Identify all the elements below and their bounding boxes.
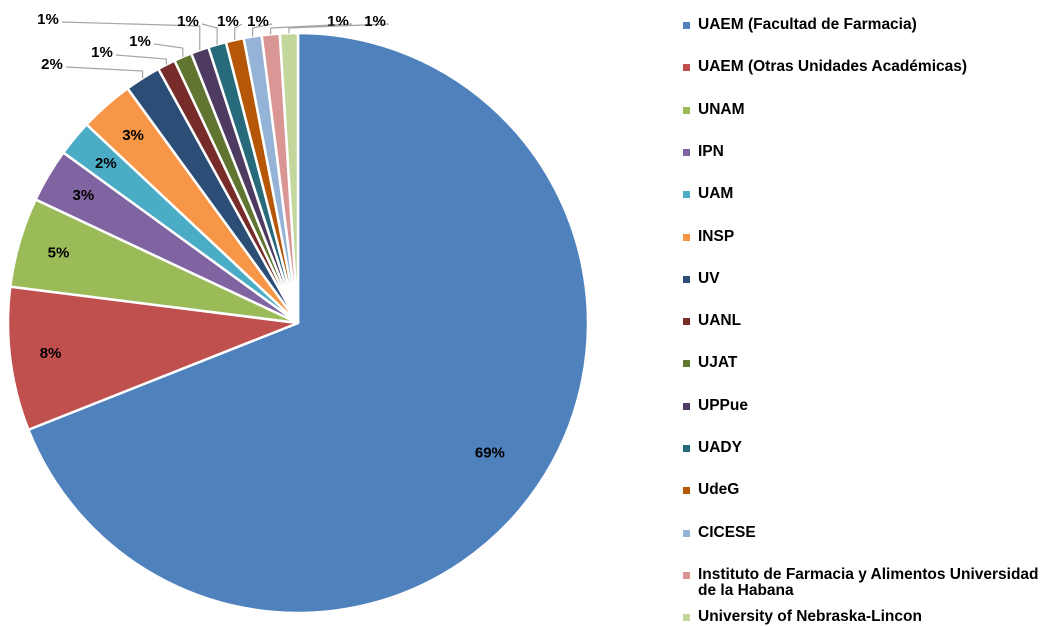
- leader-line: [270, 23, 353, 35]
- legend-swatch: [683, 487, 690, 495]
- legend-swatch: [683, 233, 690, 241]
- data-label: 2%: [95, 155, 117, 172]
- legend-label: UADY: [698, 439, 742, 456]
- data-label: 1%: [364, 13, 386, 30]
- legend-label: Instituto de Farmacia y Alimentos Univer…: [698, 565, 1039, 599]
- leader-line: [65, 66, 144, 79]
- legend-swatch: [683, 64, 690, 72]
- legend-swatch: [683, 318, 690, 326]
- legend-label: INSP: [698, 227, 735, 245]
- data-label: 8%: [40, 345, 62, 362]
- leader-line: [201, 23, 218, 45]
- legend-label: UAEM (Otras Unidades Académicas): [698, 58, 968, 76]
- legend-label: UV: [698, 269, 720, 287]
- leader-line: [115, 54, 167, 65]
- data-label: 2%: [41, 56, 63, 73]
- legend-label: UAM: [698, 185, 734, 203]
- legend-label: University of Nebraska-Lincon: [698, 608, 922, 626]
- data-label: 1%: [327, 13, 349, 30]
- pie-slice: [6, 285, 299, 432]
- legend-swatch: [683, 529, 690, 537]
- data-label: 1%: [91, 44, 113, 61]
- data-label: 3%: [122, 127, 144, 144]
- legend-label: UPPue: [698, 396, 748, 414]
- leader-line: [61, 21, 201, 51]
- data-label: 5%: [48, 244, 70, 261]
- legend-label: CICESE: [698, 523, 756, 541]
- leader-line: [234, 23, 243, 40]
- legend-swatch: [683, 275, 690, 283]
- data-label: 1%: [217, 13, 239, 30]
- data-label: 69%: [475, 444, 505, 461]
- legend-swatch: [683, 445, 690, 452]
- data-label: 1%: [37, 11, 59, 28]
- pie-slice: [278, 31, 300, 324]
- legend-swatch: [683, 614, 690, 622]
- data-label: 1%: [129, 33, 151, 50]
- legend-swatch: [683, 571, 690, 579]
- leader-line: [288, 23, 390, 34]
- legend-label: UJAT: [698, 354, 738, 372]
- pie-slice: [26, 31, 590, 615]
- legend-label: UdeG: [698, 481, 740, 499]
- data-label: 1%: [247, 13, 269, 30]
- legend-swatch: [683, 22, 690, 29]
- legend-swatch: [683, 360, 690, 368]
- legend-label: IPN: [698, 142, 724, 160]
- legend-swatch: [683, 191, 690, 199]
- data-label: 3%: [72, 187, 94, 204]
- leader-line: [252, 23, 273, 37]
- data-label: 1%: [177, 13, 199, 30]
- legend-label: UANL: [698, 312, 742, 330]
- legend-swatch: [683, 402, 690, 410]
- leader-line: [153, 43, 184, 57]
- legend-swatch: [683, 106, 690, 114]
- legend-swatch: [683, 148, 690, 156]
- legend-label: UNAM: [698, 100, 745, 118]
- legend-label: UAEM (Facultad de Farmacia): [698, 16, 917, 33]
